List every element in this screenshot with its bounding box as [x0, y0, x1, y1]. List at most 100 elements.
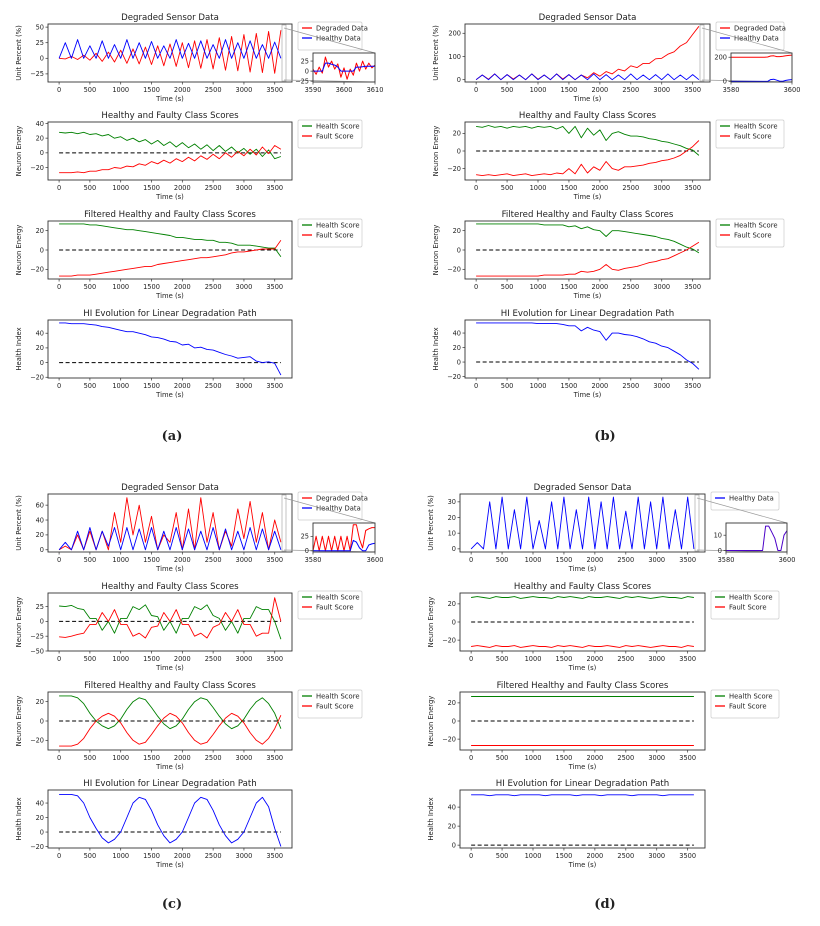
y-tick-label: 20 — [36, 134, 44, 142]
inset-frame — [725, 522, 788, 553]
x-axis-label: Time (s) — [573, 391, 602, 399]
axes-frame — [464, 23, 711, 83]
x-tick-label: 2000 — [174, 556, 191, 564]
y-tick-label: 0 — [40, 246, 44, 254]
x-tick-label: 500 — [84, 655, 97, 663]
series-line-1 — [471, 645, 694, 648]
x-tick-label: 0 — [57, 283, 61, 291]
x-tick-label: 0 — [474, 382, 478, 390]
y-tick-label: 0 — [40, 828, 44, 836]
zoom-inset: 3580 3600 0 200 — [699, 24, 800, 94]
series-line-1 — [59, 240, 282, 277]
x-tick-label: 500 — [496, 852, 509, 860]
y-tick-label: −20 — [30, 737, 44, 745]
x-tick-label: 2500 — [205, 852, 222, 860]
x-tick-label: 1000 — [525, 852, 542, 860]
x-tick-label: 2500 — [617, 852, 634, 860]
x-tick-label: 3500 — [266, 86, 283, 94]
y-tick-label: 20 — [448, 699, 456, 707]
panel-caption: (b) — [594, 429, 615, 444]
x-tick-label: 2000 — [174, 655, 191, 663]
series-line-1 — [59, 145, 282, 174]
x-tick-label: 3500 — [266, 382, 283, 390]
x-tick-label: 1500 — [556, 754, 573, 762]
legend-label: Fault Score — [729, 703, 767, 711]
legend-label: Healthy Data — [734, 35, 779, 43]
subplot-1: Healthy and Faulty Class Scores 0 500 1000 1… — [15, 582, 363, 672]
x-tick-label: 2000 — [586, 655, 603, 663]
subplot-2: Filtered Healthy and Faulty Class Scores… — [15, 210, 363, 300]
x-tick-label: 3000 — [648, 852, 665, 860]
legend-label: Fault Score — [316, 133, 354, 141]
x-tick-label: 2000 — [174, 86, 191, 94]
x-tick-label: 500 — [501, 184, 514, 192]
legend-label: Health Score — [729, 594, 773, 602]
y-axis-label: Unit Percent (%) — [432, 25, 440, 81]
x-tick-label: 2500 — [622, 382, 639, 390]
x-tick-label: 1000 — [525, 556, 542, 564]
zoom-region-marker — [281, 494, 287, 552]
x-tick-label: 1000 — [112, 556, 129, 564]
legend: Degraded Data Healthy Data — [297, 491, 368, 521]
subplot-title: HI Evolution for Linear Degradation Path — [83, 309, 256, 319]
x-tick-label: 2500 — [617, 556, 634, 564]
y-tick-label: 20 — [453, 130, 461, 138]
y-tick-label: 0 — [40, 55, 44, 63]
y-tick-label: 20 — [36, 531, 44, 539]
series-line-0 — [59, 131, 282, 160]
series-line-1 — [475, 73, 700, 81]
y-axis-label: Unit Percent (%) — [15, 495, 23, 551]
panel-caption: (a) — [162, 429, 183, 444]
subplot-title: Degraded Sensor Data — [121, 13, 219, 23]
legend-label: Fault Score — [734, 232, 772, 240]
y-tick-label: 25 — [36, 603, 44, 611]
y-tick-label: −20 — [30, 266, 44, 274]
subplot-3: HI Evolution for Linear Degradation Path… — [15, 779, 293, 869]
inset-connector — [701, 27, 793, 54]
x-axis-label: Time (s) — [573, 292, 602, 300]
x-tick-label: 3000 — [236, 184, 253, 192]
y-tick-label: 40 — [36, 516, 44, 524]
zoom-region-marker — [694, 494, 700, 552]
legend-label: Degraded Data — [734, 25, 786, 33]
series-line-0 — [726, 525, 787, 551]
x-tick-label: 0 — [469, 655, 473, 663]
x-tick-label: 3580 — [718, 556, 735, 564]
y-tick-label: 20 — [36, 698, 44, 706]
x-tick-label: 0 — [469, 556, 473, 564]
y-axis-label: Neuron Energy — [15, 696, 23, 747]
x-tick-label: 1500 — [561, 184, 578, 192]
y-tick-label: 40 — [36, 799, 44, 807]
x-tick-label: 3500 — [684, 184, 701, 192]
x-tick-label: 3500 — [679, 852, 696, 860]
x-tick-label: 3000 — [653, 283, 670, 291]
subplot-title: Healthy and Faulty Class Scores — [514, 582, 652, 592]
series-line-0 — [313, 56, 375, 80]
x-tick-label: 0 — [57, 86, 61, 94]
subplot-title: Filtered Healthy and Faulty Class Scores — [84, 681, 256, 691]
y-axis-label: Health Index — [15, 797, 23, 840]
x-tick-label: 3590 — [305, 86, 322, 94]
legend-label: Health Score — [316, 693, 360, 701]
x-tick-label: 2500 — [205, 754, 222, 762]
x-tick-label: 2500 — [205, 86, 222, 94]
x-tick-label: 0 — [469, 754, 473, 762]
x-tick-label: 2000 — [586, 556, 603, 564]
x-tick-label: 1000 — [112, 655, 129, 663]
x-tick-label: 1500 — [143, 754, 160, 762]
x-tick-label: 0 — [57, 852, 61, 860]
inset-connector — [283, 497, 376, 524]
x-tick-label: 2500 — [617, 754, 634, 762]
y-tick-label: 0 — [305, 67, 309, 75]
series-line-1 — [476, 140, 700, 177]
legend-label: Healthy Data — [316, 35, 361, 43]
subplot-2: Filtered Healthy and Faulty Class Scores… — [15, 681, 363, 771]
y-tick-label: −20 — [442, 735, 456, 743]
x-tick-label: 3500 — [266, 283, 283, 291]
x-tick-label: 2500 — [205, 556, 222, 564]
x-tick-label: 2500 — [205, 382, 222, 390]
x-tick-label: 1000 — [112, 382, 129, 390]
series-line-0 — [471, 794, 694, 797]
y-tick-label: −20 — [447, 266, 461, 274]
